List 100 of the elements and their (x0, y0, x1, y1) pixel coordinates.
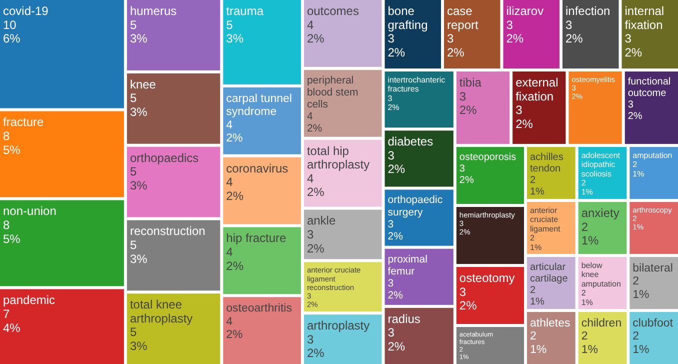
data-label: 2% (388, 340, 406, 354)
data-label: 3% (130, 339, 148, 353)
data-label: 4 (306, 18, 314, 32)
category-label: internal fixation (624, 4, 664, 32)
data-label: 1% (632, 288, 650, 301)
data-label: 3% (130, 105, 148, 119)
data-label: 1% (632, 344, 650, 356)
data-label: 2% (226, 258, 244, 273)
category-label: non-union (3, 204, 56, 218)
category-label: ankle (306, 214, 336, 228)
data-label: 2% (226, 188, 244, 203)
data-label: 5% (3, 142, 21, 157)
data-label: 5 (130, 18, 137, 32)
data-label: 4 (306, 171, 314, 186)
category-label: outcomes (306, 4, 359, 18)
data-label: 1% (581, 188, 593, 197)
data-label: 2% (459, 103, 478, 118)
data-label: 1% (530, 242, 542, 252)
data-label: 8 (3, 129, 10, 144)
category-label: osteoporosis (459, 152, 516, 163)
data-label: 2% (306, 122, 322, 135)
data-label: 3 (516, 103, 523, 118)
data-label: 4 (226, 316, 234, 328)
data-label: 2% (459, 174, 474, 186)
data-label: 3 (388, 148, 395, 162)
data-label: 2% (388, 45, 406, 60)
data-label: 2 (530, 284, 536, 296)
data-label: 2 (581, 220, 588, 234)
category-label: anterior cruciate ligament (530, 206, 562, 234)
data-label: 3 (388, 218, 394, 230)
data-label: 3 (446, 32, 454, 46)
data-label: 2% (306, 241, 325, 256)
category-label: covid-19 (3, 4, 49, 18)
data-label: 7 (3, 306, 10, 321)
data-label: 5 (130, 91, 137, 106)
data-label: 2 (581, 288, 586, 298)
data-label: 1% (530, 186, 545, 198)
category-label: bilateral (632, 262, 673, 274)
data-label: 3 (628, 99, 634, 110)
category-label: osteoarthritis (226, 302, 292, 315)
data-label: 1% (581, 234, 600, 248)
data-label: 2% (306, 185, 325, 200)
data-label: 2% (388, 290, 403, 302)
data-label: 3 (506, 18, 514, 32)
data-label: 3 (388, 326, 395, 340)
category-label: external fixation (516, 75, 558, 104)
data-label: 1% (530, 296, 545, 308)
data-label: 3% (130, 32, 148, 46)
data-label: 4 (226, 175, 234, 190)
data-label: 2% (506, 32, 524, 46)
category-label: trauma (226, 4, 264, 18)
data-label: 3 (459, 89, 466, 104)
data-label: 2 (581, 178, 586, 188)
category-label: functional outcome (628, 76, 671, 99)
category-label: carpal tunnel syndrome (226, 92, 292, 118)
data-label: 2% (388, 162, 406, 176)
data-label: 3 (388, 277, 394, 290)
data-label: 2 (530, 330, 536, 343)
data-label: 2 (632, 160, 638, 170)
category-label: reconstruction (130, 224, 206, 238)
category-label: diabetes (388, 134, 434, 149)
category-label: coronavirus (226, 161, 288, 176)
data-label: 3 (306, 332, 314, 346)
category-label: pandemic (3, 293, 56, 308)
data-label: 3 (459, 284, 466, 299)
data-label: 2% (624, 45, 642, 60)
data-label: 3 (306, 228, 314, 242)
category-label: case report (446, 4, 480, 32)
category-label: articular cartilage (530, 262, 568, 284)
data-label: 4 (226, 244, 234, 259)
data-label: 2% (516, 116, 534, 131)
data-label: 5 (226, 18, 234, 32)
data-label: 2 (632, 276, 640, 288)
data-label: 3% (226, 32, 244, 46)
category-label: arthroplasty (306, 318, 370, 333)
data-label: 2% (566, 32, 584, 46)
data-label: 2% (446, 45, 465, 60)
category-label: peripheral blood stem cells (306, 74, 359, 111)
category-label: infection (566, 4, 610, 18)
data-label: 6% (3, 32, 21, 46)
category-label: hip fracture (226, 231, 287, 246)
data-label: 2 (530, 174, 536, 186)
data-label: 2% (388, 103, 400, 112)
data-label: 2% (459, 298, 478, 313)
data-label: 4% (3, 320, 21, 335)
category-label: clubfoot (632, 317, 674, 330)
category-label: bone grafting (388, 4, 428, 32)
data-label: 3 (388, 32, 395, 46)
data-label: 5 (130, 164, 137, 179)
data-label: 3 (624, 32, 632, 46)
category-label: humerus (130, 4, 177, 18)
category-label: knee (130, 77, 156, 92)
category-label: achilles tendon (530, 152, 564, 174)
category-label: ilizarov (506, 4, 544, 18)
category-label: intertrochanteric fractures (388, 75, 446, 94)
data-label: 3% (130, 252, 148, 266)
category-label: athletes (530, 317, 571, 330)
category-label: tibia (459, 75, 482, 90)
data-label: 1% (581, 344, 598, 356)
data-label: 1% (581, 298, 593, 307)
